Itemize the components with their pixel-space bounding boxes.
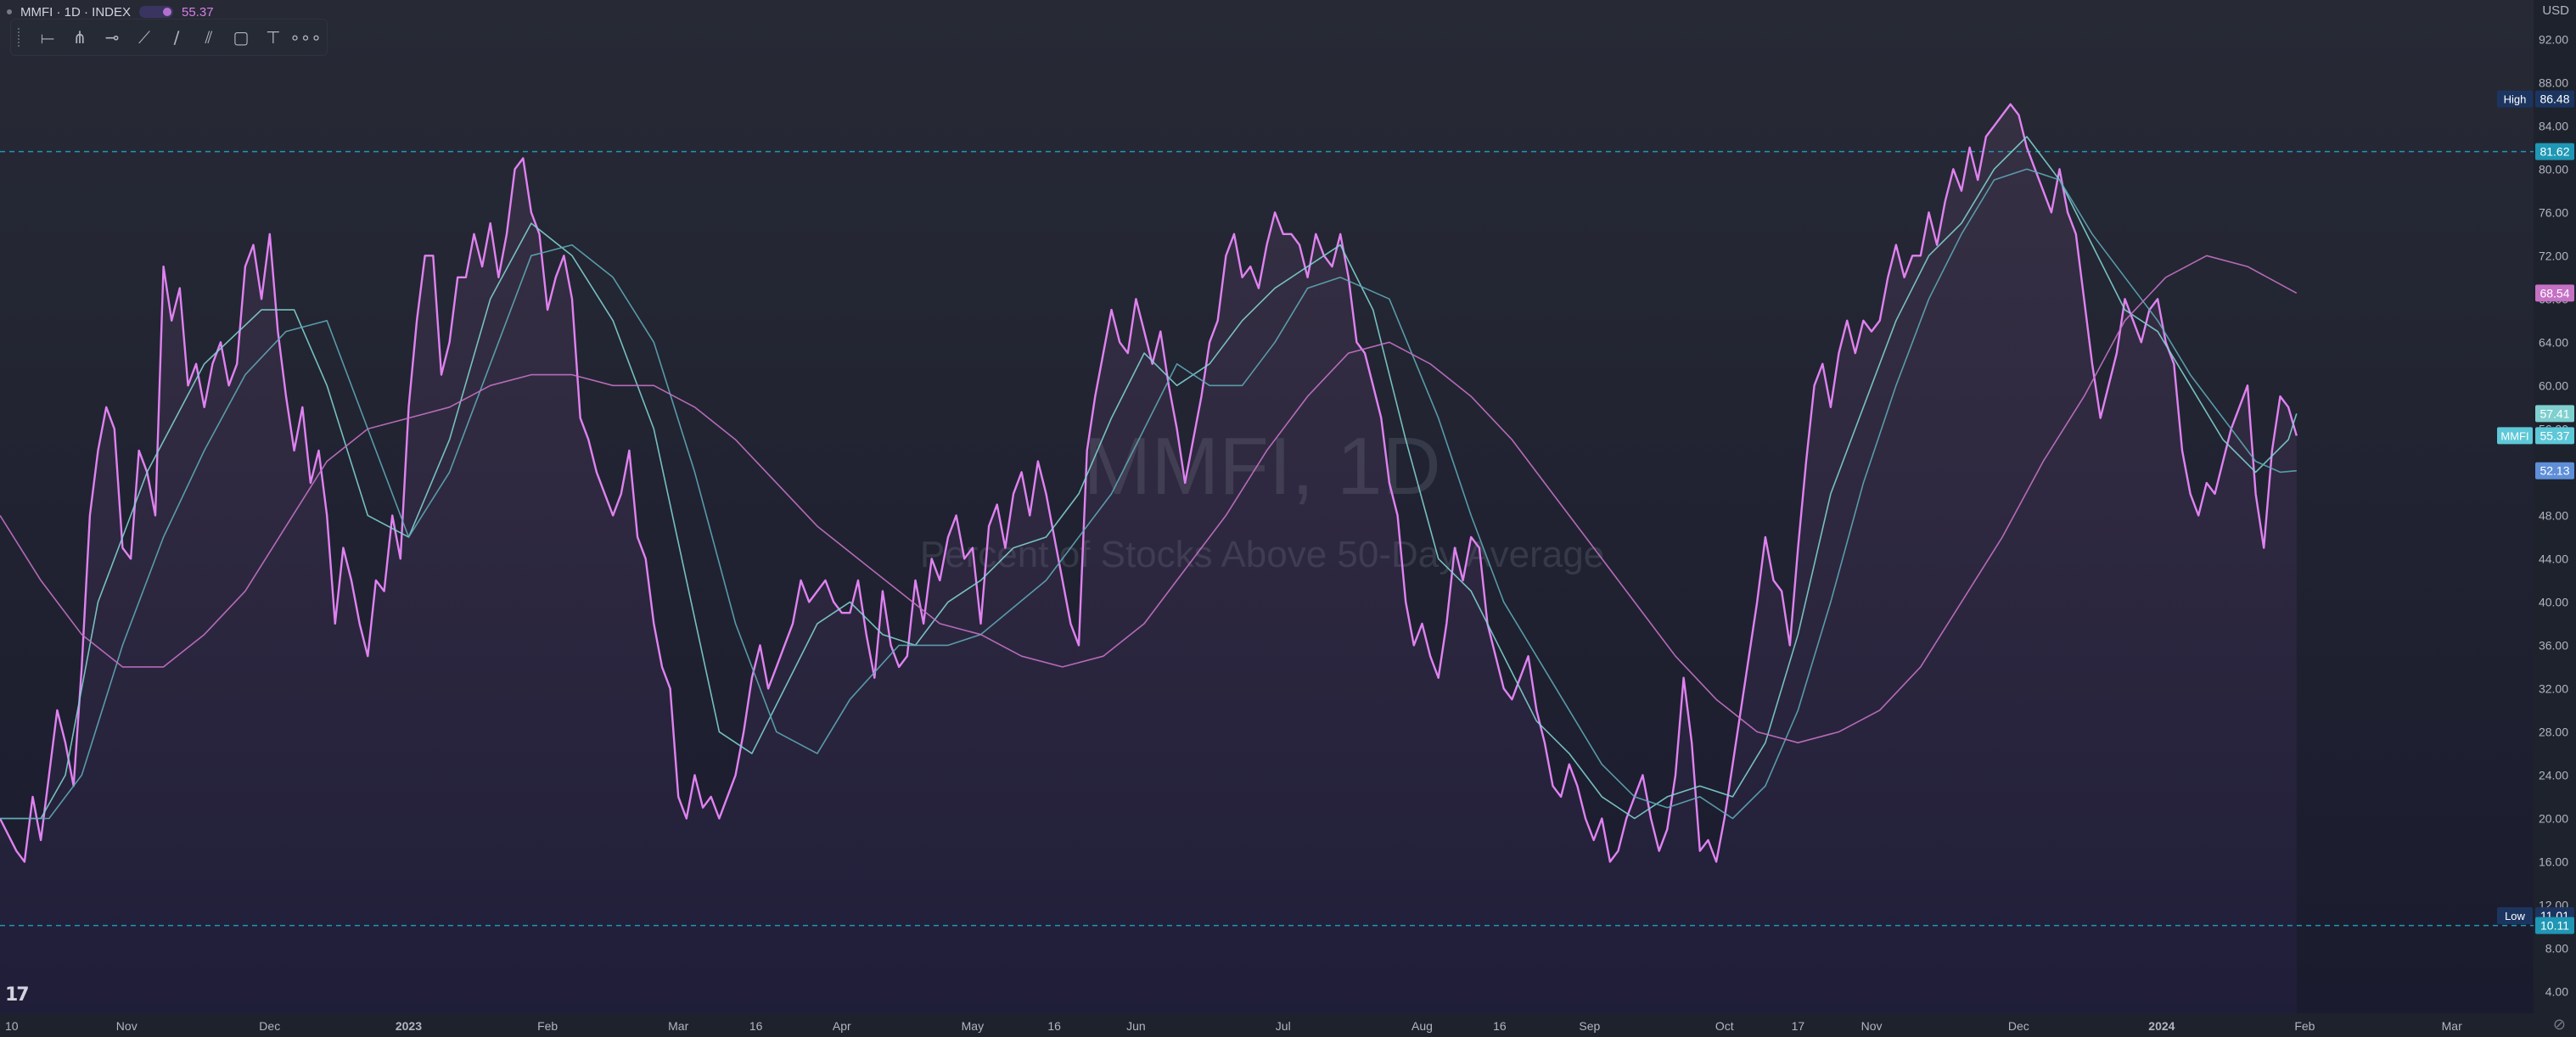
price-badge-value: 57.41 xyxy=(2540,406,2569,420)
price-badge-label: Low xyxy=(2505,910,2525,922)
drawing-toolbar: ⟝ ⋔ ⊸ ⟋ ∕ ⫽ ▢ ⊤ ∘∘∘ xyxy=(10,19,328,56)
y-axis[interactable]: 4.008.0012.0016.0020.0024.0028.0032.0036… xyxy=(2534,0,2576,1037)
price-badge xyxy=(2535,427,2574,445)
price-badges: 86.48High81.6268.5457.4155.37MMFI52.1311… xyxy=(2497,90,2574,934)
x-tick-label: Mar xyxy=(2442,1019,2462,1033)
pitchfork-tool-icon[interactable]: ⋔ xyxy=(72,27,87,48)
parallel-channel-tool-icon[interactable]: ⫽ xyxy=(205,27,213,48)
x-tick-label: Nov xyxy=(1861,1019,1883,1033)
x-tick-label: May xyxy=(962,1019,984,1033)
x-tick-label: Jul xyxy=(1276,1019,1291,1033)
y-axis-background xyxy=(2534,0,2576,1037)
series-line-2 xyxy=(0,168,2297,820)
price-badge xyxy=(2535,405,2574,423)
x-tick-label: 16 xyxy=(1493,1019,1507,1033)
horizontal-levels xyxy=(0,150,2534,927)
y-tick-label: 28.00 xyxy=(2539,725,2568,738)
status-dot-icon xyxy=(7,9,12,14)
price-badge-label: MMFI xyxy=(2500,429,2528,442)
x-tick-label: Feb xyxy=(2294,1019,2315,1033)
toolbar-grip-icon[interactable] xyxy=(18,28,25,47)
x-tick-label: Oct xyxy=(1715,1019,1734,1033)
x-tick-label: 2024 xyxy=(2148,1019,2175,1033)
x-tick-label: Aug xyxy=(1411,1019,1433,1033)
text-note-tool-icon[interactable]: ⊤ xyxy=(266,27,281,48)
price-badge xyxy=(2535,462,2574,479)
price-badge xyxy=(2535,916,2574,934)
x-tick-label: Feb xyxy=(537,1019,558,1033)
horizontal-line-tool-icon[interactable]: ⟝ xyxy=(40,27,55,48)
price-badge-value: 86.48 xyxy=(2540,92,2569,106)
y-tick-label: 44.00 xyxy=(2539,552,2568,565)
horizontal-ray-tool-icon[interactable]: ⊸ xyxy=(104,27,120,48)
y-tick-label: 92.00 xyxy=(2539,32,2568,46)
series-line-3 xyxy=(0,255,2298,743)
x-axis-background xyxy=(0,1013,2576,1037)
auto-scale-icon[interactable]: ⊘ xyxy=(2552,1016,2566,1034)
x-tick-label: 16 xyxy=(1047,1019,1061,1033)
price-badge-value: 52.13 xyxy=(2540,464,2569,478)
y-tick-label: 4.00 xyxy=(2545,984,2568,998)
price-badge xyxy=(2535,284,2574,302)
y-tick-label: 36.00 xyxy=(2539,638,2568,652)
currency-label[interactable]: USD xyxy=(2542,3,2569,18)
x-tick-label: 2023 xyxy=(396,1019,422,1033)
y-tick-label: 48.00 xyxy=(2539,508,2568,522)
x-tick-label: Dec xyxy=(259,1019,280,1033)
y-tick-label: 8.00 xyxy=(2545,941,2568,955)
y-tick-label: 76.00 xyxy=(2539,205,2568,219)
price-badge xyxy=(2535,90,2574,108)
y-tick-label: 40.00 xyxy=(2539,595,2568,608)
series-line-1 xyxy=(0,136,2298,820)
y-tick-label: 24.00 xyxy=(2539,768,2568,782)
x-axis[interactable]: 10 Nov Dec 2023 Feb Mar 16 Apr May 16 Jun Jul Aug 16 S… xyxy=(0,1013,2576,1037)
tradingview-logo-icon[interactable]: 17 xyxy=(5,984,30,1006)
y-tick-label: 64.00 xyxy=(2539,335,2568,349)
x-tick-label: Dec xyxy=(2008,1019,2029,1033)
price-badge-tag xyxy=(2497,90,2533,108)
y-tick-label: 32.00 xyxy=(2539,681,2568,695)
price-badge-value: 68.54 xyxy=(2540,286,2569,300)
y-tick-label: 88.00 xyxy=(2539,76,2568,89)
x-tick-label: Sep xyxy=(1579,1019,1600,1033)
trend-line-tool-icon[interactable]: ⟋ xyxy=(138,27,150,48)
price-badge-value: 81.62 xyxy=(2540,145,2569,159)
symbol-header[interactable]: MMFI · 1D · INDEX 55.37 xyxy=(0,0,214,24)
x-tick-label: Apr xyxy=(833,1019,851,1033)
price-badge-tag xyxy=(2497,427,2533,445)
price-badge xyxy=(2535,143,2574,160)
price-badge-tag xyxy=(2497,907,2533,925)
series-layer xyxy=(0,103,2298,863)
y-tick-label: 84.00 xyxy=(2539,119,2568,132)
y-tick-label: 80.00 xyxy=(2539,162,2568,176)
rectangle-tool-icon[interactable]: ▢ xyxy=(233,27,250,48)
y-tick-label: 20.00 xyxy=(2539,811,2568,825)
price-badge-value: 10.11 xyxy=(2540,919,2569,933)
y-tick-label: 72.00 xyxy=(2539,249,2568,262)
x-tick-label: Nov xyxy=(116,1019,137,1033)
series-line-0 xyxy=(0,103,2298,863)
price-badge-label: High xyxy=(2504,93,2527,106)
x-tick-label: 16 xyxy=(749,1019,763,1033)
x-tick-label: Mar xyxy=(668,1019,688,1033)
last-value: 55.37 xyxy=(182,4,214,20)
more-tools-icon[interactable]: ∘∘∘ xyxy=(289,27,322,48)
visibility-toggle-icon[interactable] xyxy=(139,6,173,18)
y-tick-label: 60.00 xyxy=(2539,378,2568,392)
symbol-title[interactable]: MMFI · 1D · INDEX xyxy=(20,4,131,20)
x-tick-label: 17 xyxy=(1792,1019,1805,1033)
price-badge-value: 55.37 xyxy=(2540,429,2569,442)
x-tick-label: Jun xyxy=(1126,1019,1146,1033)
brush-tool-icon[interactable]: ∕ xyxy=(173,27,180,48)
x-tick-label: 10 xyxy=(5,1019,19,1033)
y-tick-label: 16.00 xyxy=(2539,855,2568,868)
